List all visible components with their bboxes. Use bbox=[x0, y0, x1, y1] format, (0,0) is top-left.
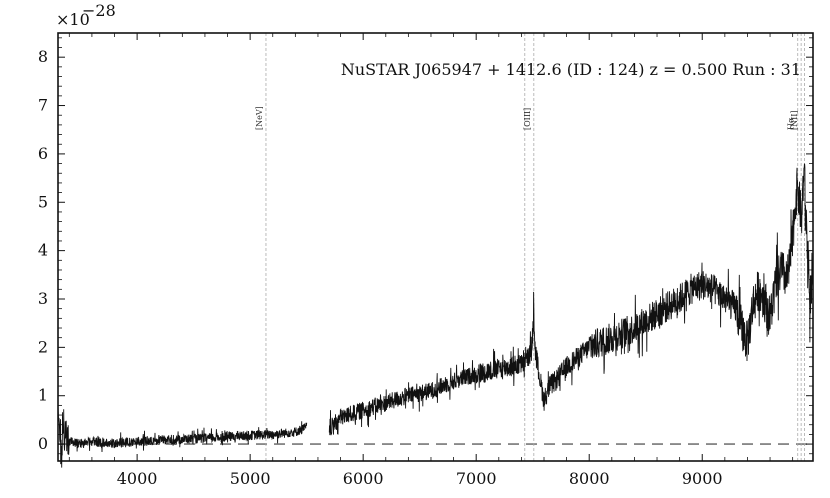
x-tick-label: 4000 bbox=[117, 469, 158, 488]
y-scale-exponent: −28 bbox=[82, 1, 116, 20]
plot-frame bbox=[57, 32, 814, 462]
emission-line-label: Hα bbox=[787, 117, 796, 130]
emission-line-label: [NII] bbox=[790, 110, 799, 130]
x-tick-label: 9000 bbox=[682, 469, 723, 488]
y-tick-label: 1 bbox=[38, 386, 48, 405]
emission-line-label: [OIII] bbox=[523, 108, 532, 130]
y-scale-base: ×10 bbox=[56, 10, 90, 29]
emission-line-label: [NeV] bbox=[255, 106, 264, 130]
x-tick-label: 5000 bbox=[230, 469, 271, 488]
y-tick-label: 0 bbox=[38, 434, 48, 453]
y-tick-label: 5 bbox=[38, 192, 48, 211]
chart-title: NuSTAR J065947 + 1412.6 (ID : 124) z = 0… bbox=[341, 60, 801, 79]
x-tick-label: 7000 bbox=[456, 469, 497, 488]
x-tick-label: 8000 bbox=[569, 469, 610, 488]
x-tick-label: 6000 bbox=[343, 469, 384, 488]
y-tick-label: 8 bbox=[38, 47, 48, 66]
y-tick-label: 6 bbox=[38, 144, 48, 163]
spectrum-line bbox=[328, 163, 814, 436]
y-tick-label: 3 bbox=[38, 289, 48, 308]
y-tick-label: 2 bbox=[38, 337, 48, 356]
spectrum-line bbox=[57, 402, 308, 468]
y-tick-label: 7 bbox=[38, 96, 48, 115]
y-tick-label: 4 bbox=[38, 241, 48, 260]
y-scale-multiplier: ×10 −28 bbox=[56, 1, 116, 29]
